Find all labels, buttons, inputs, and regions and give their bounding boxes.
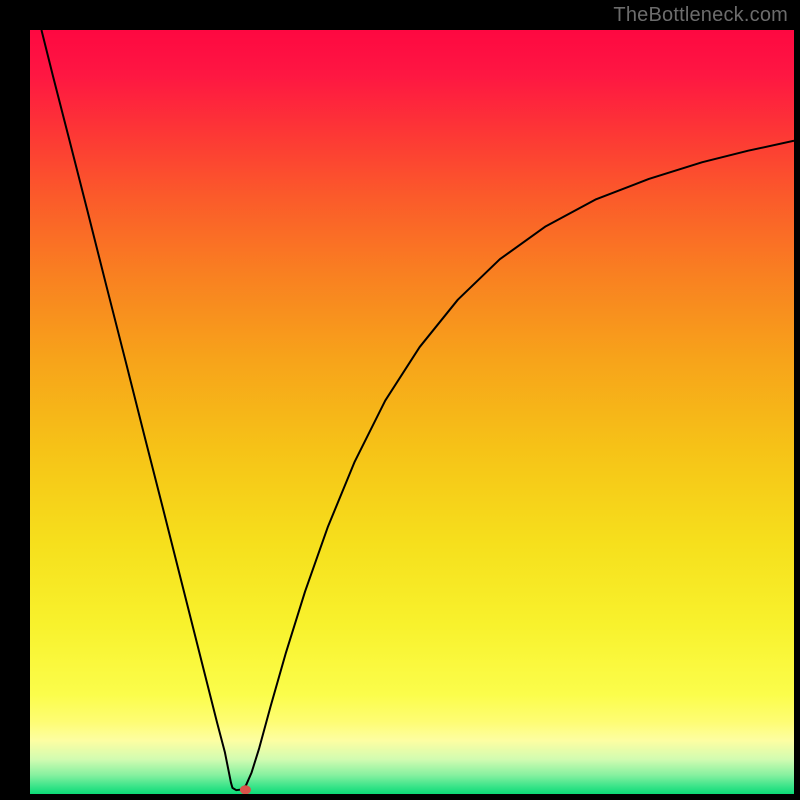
chart-container: TheBottleneck.com: [0, 0, 800, 800]
chart-svg: [30, 30, 794, 794]
gradient-background: [30, 30, 794, 794]
watermark-text: TheBottleneck.com: [613, 4, 788, 27]
plot-area: [30, 30, 794, 794]
minimum-marker: [240, 785, 251, 794]
